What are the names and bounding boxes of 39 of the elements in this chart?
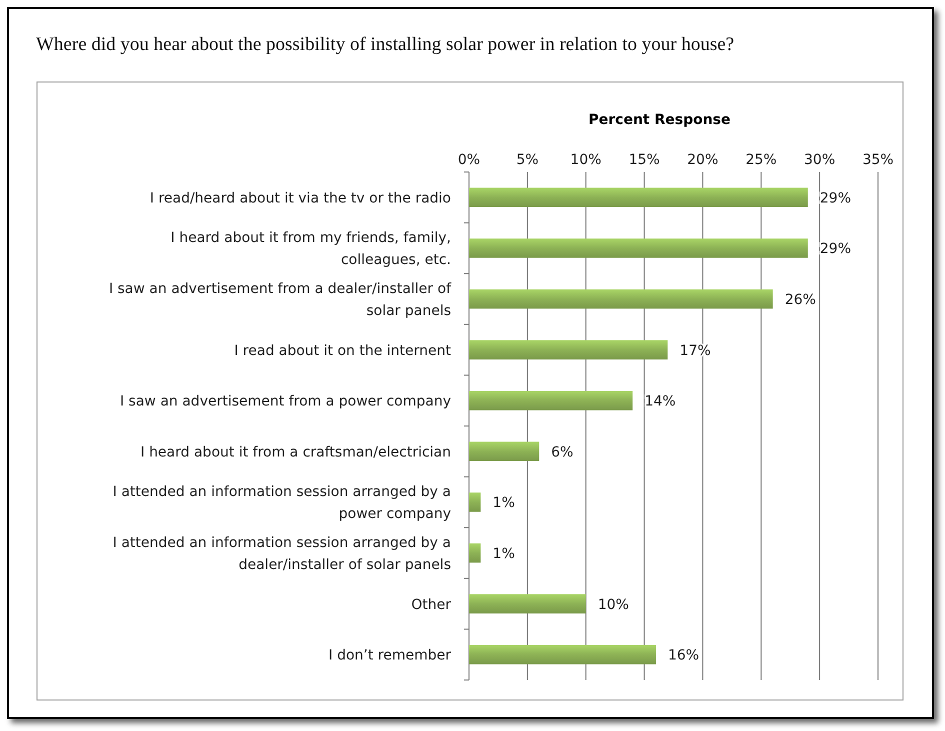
x-tick-label: 15% xyxy=(628,152,660,168)
x-tick-label: 10% xyxy=(570,152,602,168)
data-label: 29% xyxy=(820,241,852,258)
y-tick-label: I saw an advertisement from a dealer/installer of solar panels xyxy=(108,281,452,319)
bar xyxy=(469,390,633,410)
y-tick-label: I read about it on the internent xyxy=(234,342,452,359)
y-tick-label: I heard about it from a craftsman/electrician xyxy=(140,444,451,460)
data-label: 6% xyxy=(551,444,574,460)
bar xyxy=(469,543,481,563)
y-tick-label: I saw an advertisement from a power company xyxy=(120,394,451,410)
x-tick-label: 5% xyxy=(516,152,539,168)
y-tick-label: I don’t remember xyxy=(328,648,452,664)
y-tick-label: Other xyxy=(411,596,452,613)
x-tick-label: 25% xyxy=(746,152,777,168)
y-tick-label: I heard about it from my friends, family, colleagues, etc. xyxy=(170,230,451,268)
bar xyxy=(469,442,540,462)
bar xyxy=(469,188,808,208)
y-tick-label: I read/heard about it via the tv or the radio xyxy=(150,190,451,206)
data-label: 29% xyxy=(820,190,852,206)
data-label: 26% xyxy=(784,292,816,308)
data-label: 1% xyxy=(492,546,515,562)
x-tick-label: 35% xyxy=(862,152,894,168)
x-axis-title: Percent Response xyxy=(588,112,731,128)
data-label: 16% xyxy=(668,648,700,664)
bar xyxy=(469,644,656,664)
x-tick-label: 30% xyxy=(804,152,836,168)
chart-title: Where did you hear about the possibility of installing solar power in relation to your house? xyxy=(36,34,734,55)
y-tick-label: I attended an information session arranged by a dealer/installer of solar panels xyxy=(112,535,451,573)
bar xyxy=(469,594,586,614)
data-label: 14% xyxy=(644,394,676,410)
data-label: 1% xyxy=(492,495,515,512)
y-tick-label: I attended an information session arranged by a power company xyxy=(112,484,451,522)
x-tick-label: 0% xyxy=(458,152,480,168)
bar xyxy=(469,289,773,309)
x-tick-label: 20% xyxy=(687,152,718,168)
bar xyxy=(469,238,808,258)
bar xyxy=(469,340,668,360)
bar xyxy=(469,492,481,512)
data-label: 10% xyxy=(598,596,629,613)
